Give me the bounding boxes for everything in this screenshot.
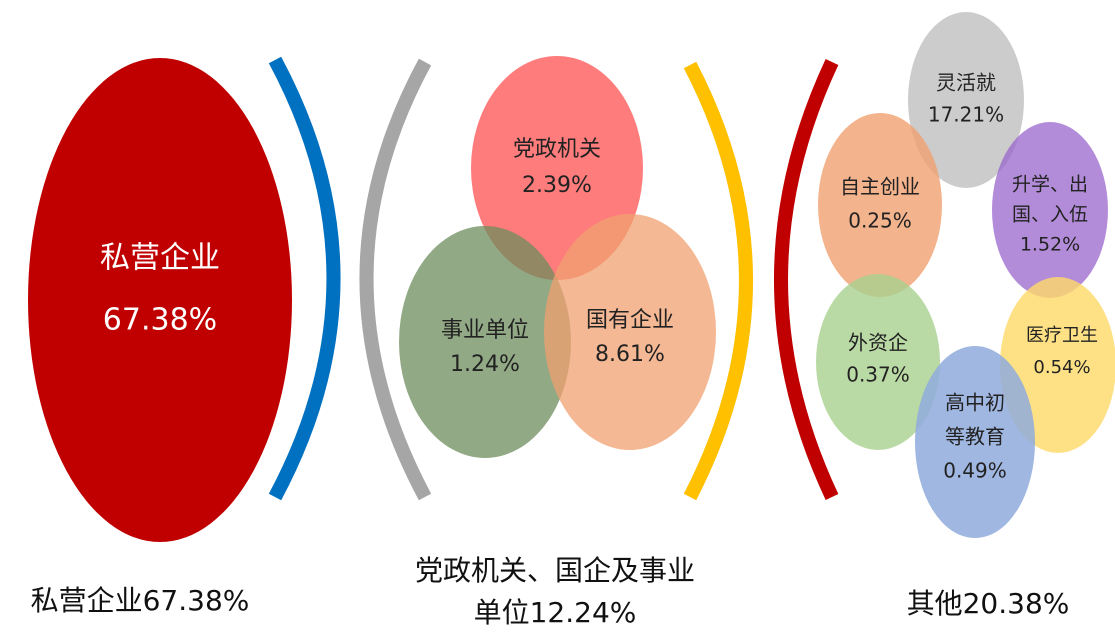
node-text: 国有企业: [586, 308, 674, 333]
node-text: 1.24%: [450, 352, 520, 377]
node-text: 2.39%: [522, 173, 592, 198]
node-text: 医疗卫生: [1026, 325, 1098, 346]
node-text: 67.38%: [103, 303, 217, 338]
node-text: 0.54%: [1033, 357, 1090, 378]
node-text: 0.49%: [943, 459, 1007, 483]
soe-ellipse: [544, 214, 716, 450]
node-text: 8.61%: [595, 342, 665, 367]
node-text: 17.21%: [928, 103, 1004, 127]
group-label: 党政机关、国企及事业: [415, 554, 695, 587]
node-text: 0.25%: [848, 209, 912, 233]
bracket: [268, 56, 341, 501]
foreign-ellipse: [816, 274, 940, 450]
private-ellipse: [28, 58, 292, 542]
bracket: [774, 59, 839, 500]
node-text: 升学、出: [1012, 174, 1088, 196]
group-label: 单位12.24%: [474, 596, 637, 629]
node-text: 私营企业: [100, 241, 220, 276]
node-text: 灵活就: [936, 71, 996, 95]
inst-ellipse: [399, 226, 571, 458]
bracket: [359, 58, 432, 501]
group-label: 其他20.38%: [907, 587, 1070, 620]
node-text: 高中初: [945, 391, 1005, 415]
node-text: 1.52%: [1020, 234, 1080, 256]
bracket: [683, 61, 753, 501]
node-text: 0.37%: [846, 363, 910, 387]
node-text: 事业单位: [441, 318, 529, 343]
study-ellipse: [992, 122, 1108, 298]
node-text: 国、入伍: [1012, 204, 1088, 226]
node-text: 等教育: [945, 425, 1005, 449]
school-ellipse: [915, 346, 1035, 538]
group-label: 私营企业67.38%: [31, 584, 250, 617]
node-text: 外资企: [848, 331, 908, 355]
node-text: 自主创业: [840, 175, 920, 199]
flex-ellipse: [908, 12, 1024, 188]
self-ellipse: [818, 113, 942, 297]
node-text: 党政机关: [513, 137, 601, 162]
